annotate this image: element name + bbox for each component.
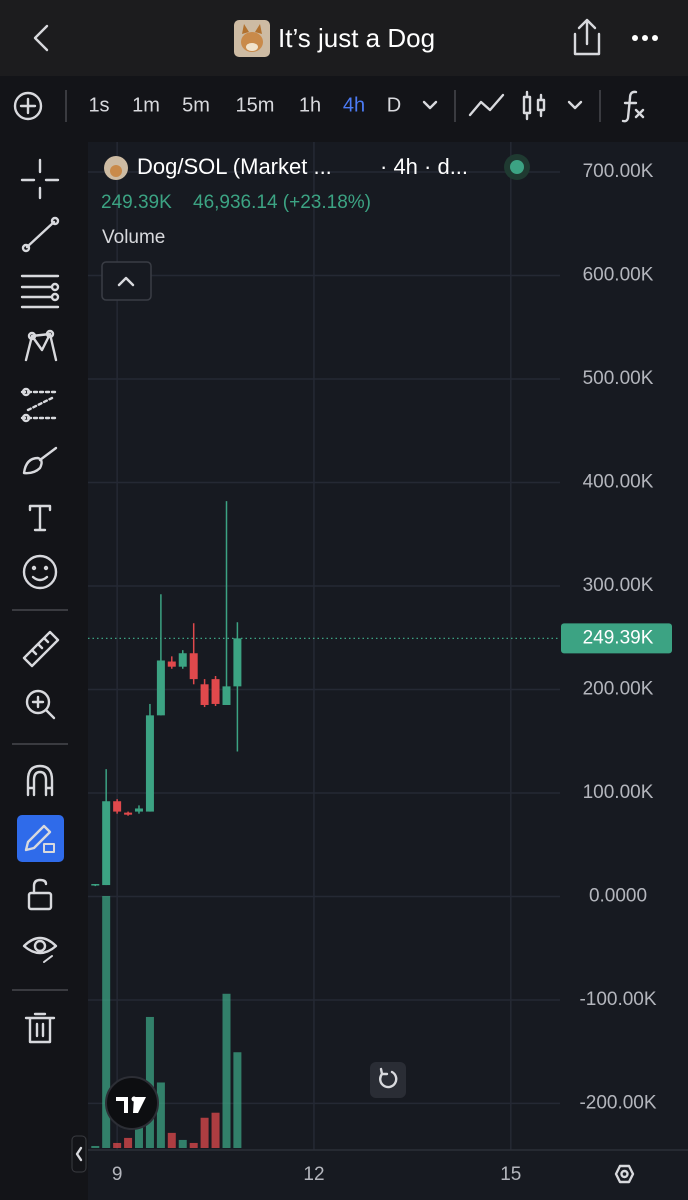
zoom-tool[interactable] [25,689,56,720]
y-tick-label: 200.00K [583,678,654,699]
y-tick-label: 700.00K [583,161,654,182]
more-button[interactable] [632,35,658,41]
candle-body [178,653,187,667]
trend-line-tool[interactable] [21,216,60,253]
text-tool[interactable] [28,504,52,532]
volume-legend: Volume [102,227,165,248]
delete-tool[interactable] [24,1012,56,1044]
candle-body [113,801,122,812]
header-bar [0,0,688,76]
interval-button[interactable]: 1m [132,94,160,116]
y-tick-label: -200.00K [579,1092,656,1113]
volume-bar [189,1142,198,1148]
page-title: It’s just a Dog [278,23,435,53]
collapse-legend-button[interactable] [101,261,152,301]
candle-body [222,686,231,705]
emoji-tool[interactable] [22,554,58,590]
volume-bar [233,1052,242,1148]
volume-bar [124,1137,133,1148]
pattern-tool[interactable] [24,329,58,362]
interval-button[interactable]: 1s [88,94,109,116]
chart-settings-button[interactable] [614,1164,635,1184]
legend-price: 249.39K [101,192,172,213]
indicators-button[interactable] [621,90,645,123]
legend-change: 46,936.14 (+23.18%) [193,192,371,213]
symbol-icon [104,156,128,180]
token-avatar [234,20,270,57]
candle-body [156,660,165,716]
last-price-tag [561,623,672,654]
x-tick-label: 15 [500,1164,521,1185]
brush-tool[interactable] [22,446,58,475]
stay-in-drawing-mode[interactable] [17,815,64,862]
collapse-toolbar-button[interactable] [71,1135,87,1173]
volume-bar [200,1117,209,1148]
y-tick-label: 500.00K [583,368,654,389]
line-chart-button[interactable] [468,93,505,117]
volume-bar [211,1112,220,1148]
y-tick-label: 400.00K [583,472,654,493]
last-price-label: 249.39K [583,627,654,648]
volume-bar [167,1132,176,1148]
collapse-icon [75,1146,83,1162]
chart-type-dropdown[interactable] [567,100,583,110]
settings-icon [620,1169,629,1179]
reset-icon [379,1067,398,1089]
pencil-lock-icon [24,824,55,853]
symbol-name[interactable]: Dog/SOL (Market ... [137,154,332,179]
volume-bar [156,1082,165,1148]
candle-body [189,653,198,680]
candle-body [200,684,209,705]
magnet-tool[interactable] [26,764,54,797]
forecast-tool[interactable] [20,387,60,423]
candle-body [102,801,111,886]
share-button[interactable] [573,18,601,56]
y-tick-label: -100.00K [579,989,656,1010]
y-tick-label: 100.00K [583,782,654,803]
candle-body [233,638,242,687]
volume-bar [178,1139,187,1148]
interval-dropdown[interactable] [422,100,438,110]
back-button[interactable] [33,24,49,52]
hide-tool[interactable] [22,936,58,963]
y-tick-label: 0.0000 [589,885,647,906]
symbol-interval: · 4h · d... [380,154,468,179]
volume-bar [91,1145,100,1148]
interval-button[interactable]: 5m [182,94,210,116]
candle-body [145,715,154,812]
candle-body [167,661,176,667]
interval-button[interactable]: 4h [343,94,365,116]
interval-button[interactable]: D [387,94,401,116]
plot: 700.00K 600.00K 500.00K 400.00K 300.00K 200.0… [88,142,688,1185]
candle-body [211,679,220,704]
x-tick-label: 12 [303,1164,324,1185]
x-tick-label: 9 [112,1164,123,1185]
lock-tool[interactable] [27,878,53,911]
interval-button[interactable]: 1h [299,94,321,116]
tradingview-logo[interactable] [105,1076,159,1130]
chart-pane [88,142,688,1200]
ruler-tool[interactable] [22,630,60,668]
volume-bar [145,1016,154,1148]
y-tick-label: 600.00K [583,265,654,286]
volume-bar [113,1142,122,1148]
interval-button[interactable]: 15m [236,94,275,116]
candle-body [134,808,143,812]
reset-chart-button[interactable] [370,1062,406,1098]
candle-body [91,884,100,886]
volume-bar [222,993,231,1148]
fib-tool[interactable] [20,274,60,309]
market-status-dot [510,160,524,174]
y-tick-label: 300.00K [583,575,654,596]
collapse-legend-icon [117,276,135,287]
add-symbol-button[interactable] [13,91,43,121]
candle-chart-button[interactable] [522,90,546,121]
volume-bar [102,896,111,1148]
crosshair-tool[interactable] [20,158,60,200]
candle-body [124,812,133,815]
